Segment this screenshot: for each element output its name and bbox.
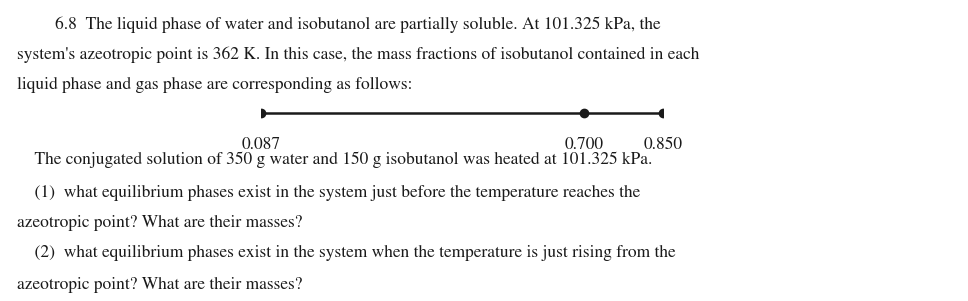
Text: (1)  what equilibrium phases exist in the system just before the temperature rea: (1) what equilibrium phases exist in the… [17,185,641,201]
Text: azeotropic point? What are their masses?: azeotropic point? What are their masses? [17,277,303,293]
Text: azeotropic point? What are their masses?: azeotropic point? What are their masses? [17,215,303,231]
Text: 0.087: 0.087 [242,137,281,153]
Text: The conjugated solution of 350 g water and 150 g isobutanol was heated at 101.32: The conjugated solution of 350 g water a… [17,152,652,169]
Text: 0.850: 0.850 [644,137,682,153]
Text: 0.700: 0.700 [564,137,604,153]
Text: (2)  what equilibrium phases exist in the system when the temperature is just ri: (2) what equilibrium phases exist in the… [17,245,676,261]
Text: system's azeotropic point is 362 K. In this case, the mass fractions of isobutan: system's azeotropic point is 362 K. In t… [17,47,700,63]
Text: 6.8  The liquid phase of water and isobutanol are partially soluble. At 101.325 : 6.8 The liquid phase of water and isobut… [55,17,661,33]
Text: liquid phase and gas phase are corresponding as follows:: liquid phase and gas phase are correspon… [17,77,412,93]
